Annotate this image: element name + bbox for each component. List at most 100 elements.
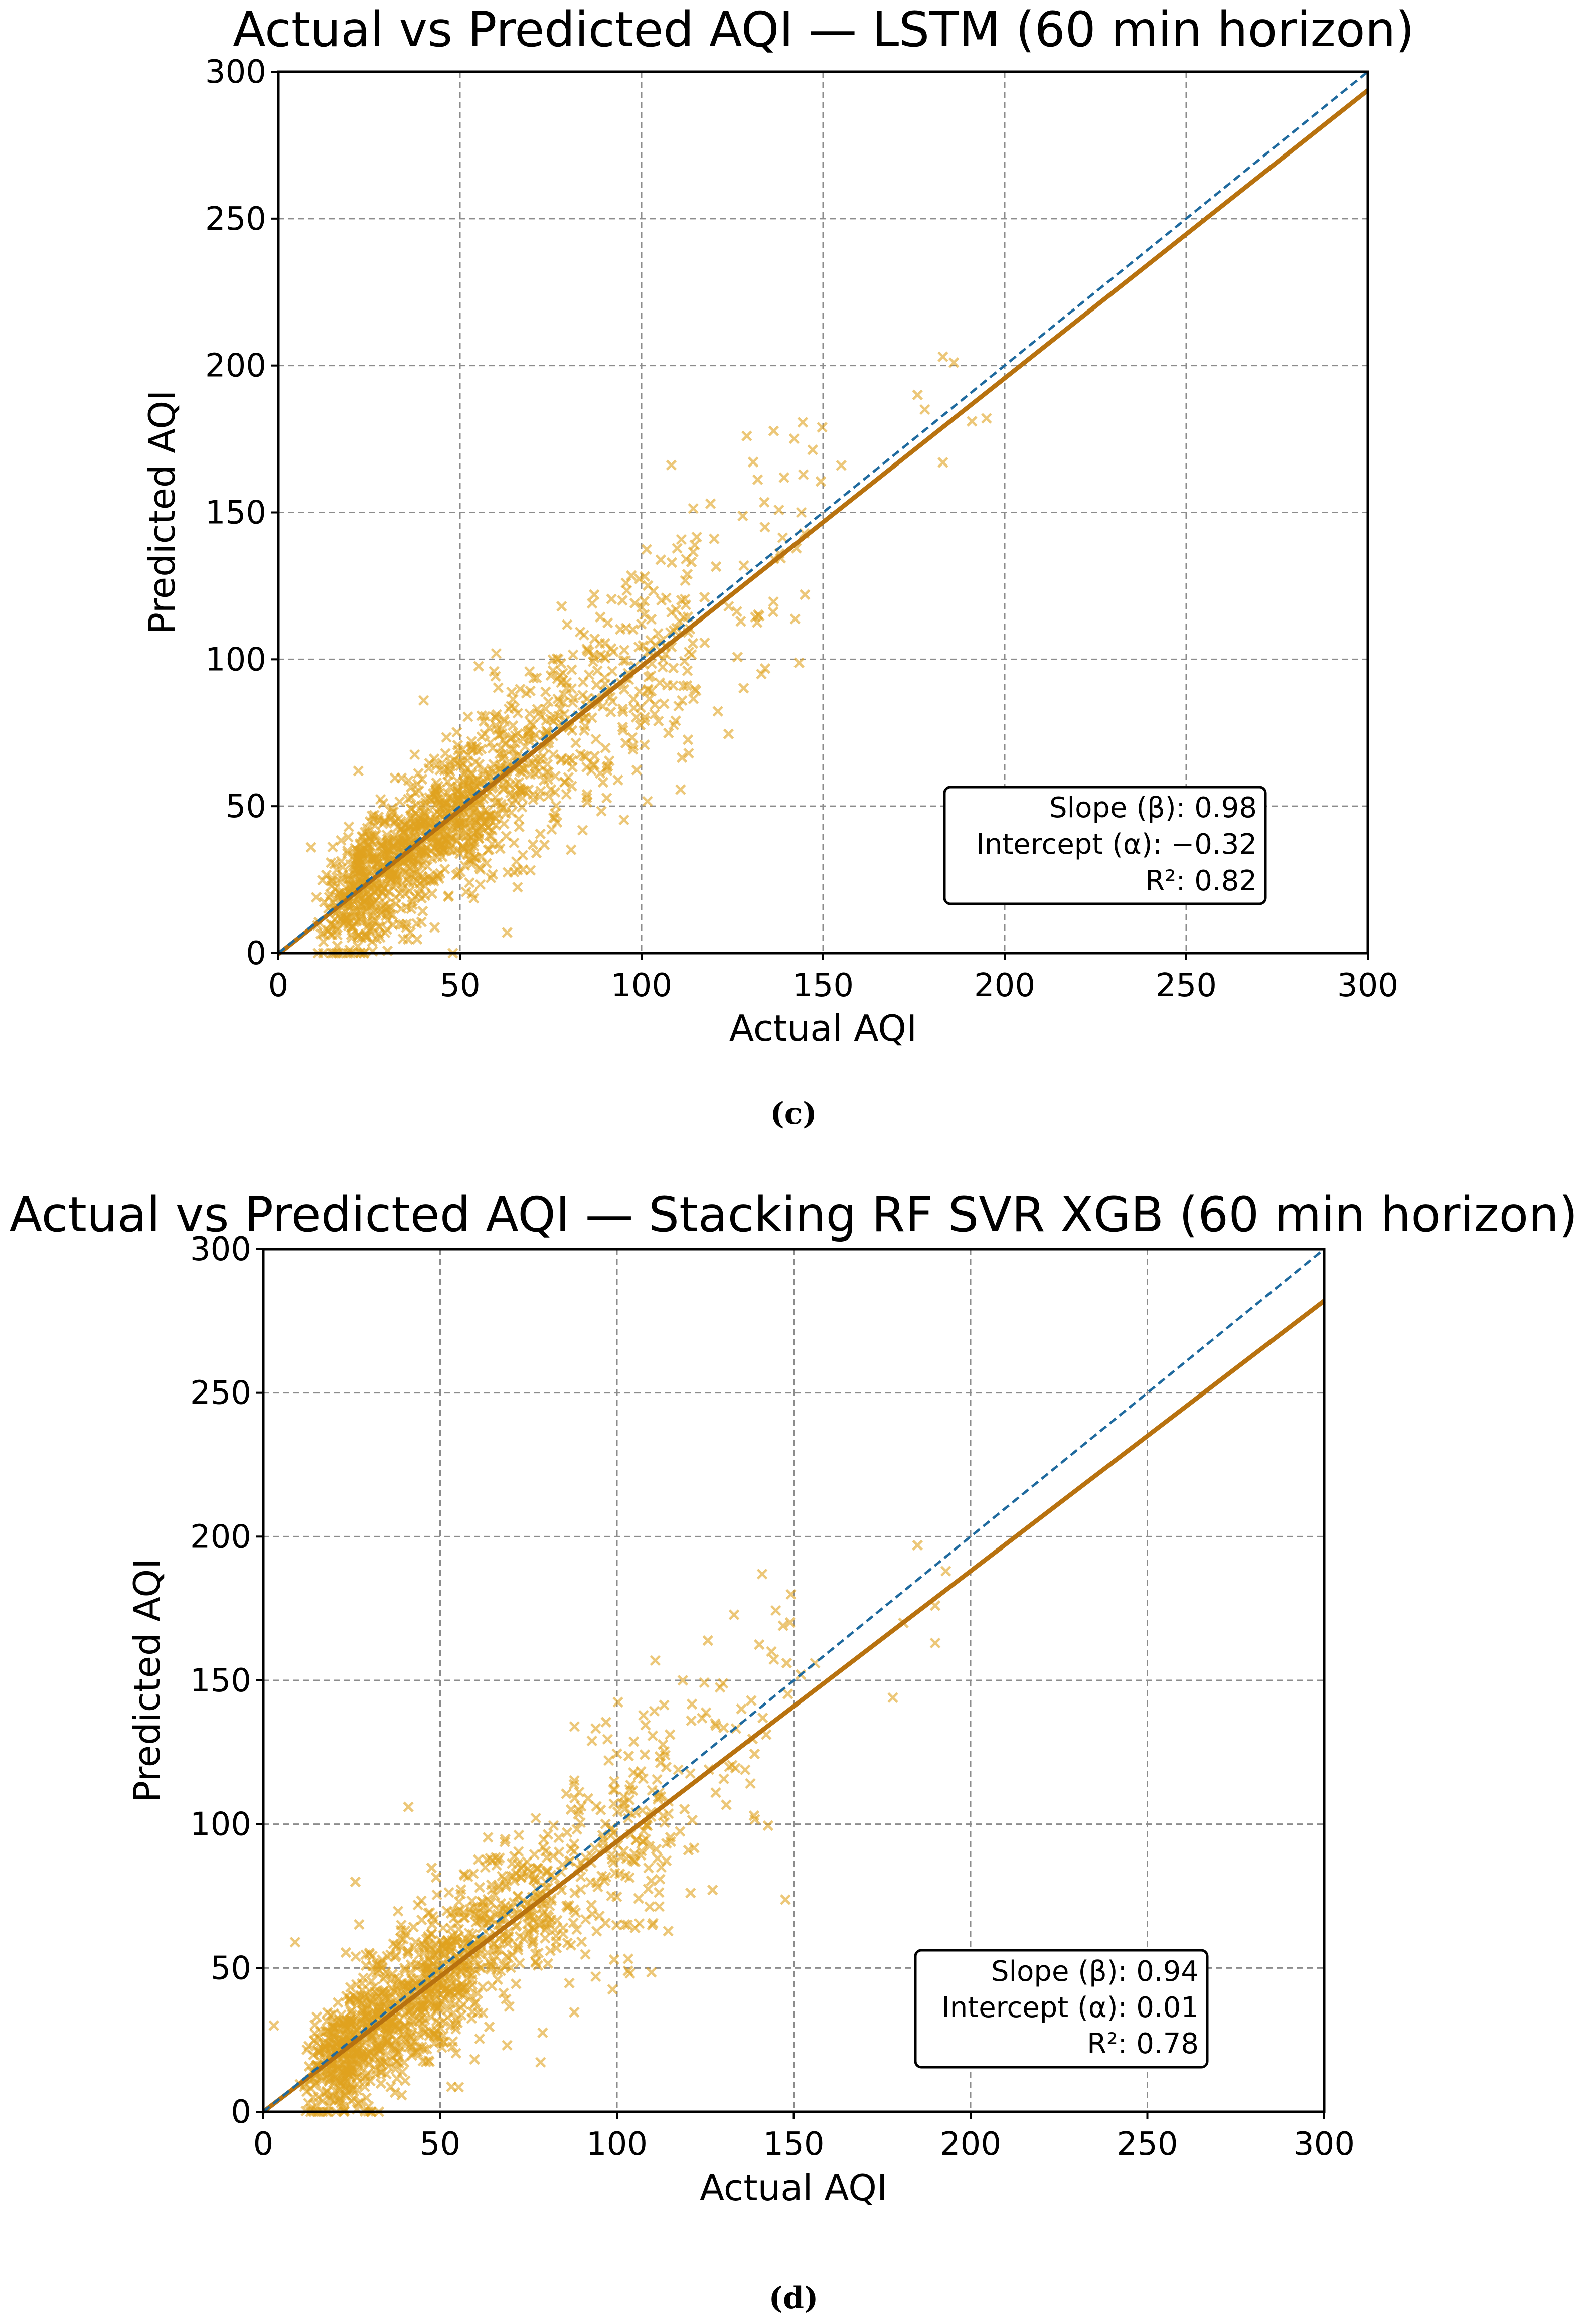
scatter-point — [640, 1720, 651, 1731]
scatter-point — [549, 787, 561, 798]
scatter-point — [369, 820, 381, 831]
scatter-point — [654, 1887, 665, 1898]
scatter-point — [362, 850, 373, 861]
scatter-point — [452, 757, 463, 769]
scatter-point — [509, 1850, 520, 1862]
scatter-point — [608, 1954, 620, 1965]
scatter-point — [529, 1849, 540, 1860]
scatter-point — [404, 821, 416, 832]
scatter-point — [571, 1924, 582, 1935]
scatter-point — [700, 1707, 712, 1718]
scatter-point — [479, 728, 491, 740]
scatter-point — [403, 793, 414, 805]
scatter-point — [505, 733, 516, 744]
scatter-point — [666, 459, 677, 471]
scatter-point — [446, 1978, 457, 1989]
scatter-point — [606, 1849, 617, 1860]
scatter-point — [403, 1946, 414, 1957]
scatter-point — [749, 1814, 760, 1825]
scatter-point — [512, 1891, 523, 1902]
scatter-point — [390, 2044, 401, 2055]
scatter-point — [601, 765, 613, 777]
scatter-point — [345, 873, 356, 885]
fit-lines — [277, 71, 1369, 956]
scatter-point — [327, 873, 338, 884]
scatter-point — [418, 1942, 430, 1953]
scatter-point — [376, 2058, 387, 2070]
scatter-point — [333, 2036, 344, 2047]
scatter-point — [777, 1620, 789, 1631]
scatter-point — [550, 1930, 562, 1942]
scatter-point — [506, 807, 517, 818]
scatter-point — [356, 2047, 368, 2058]
y-tick-label: 100 — [190, 1806, 251, 1843]
scatter-point — [416, 847, 427, 859]
scatter-point — [757, 1712, 768, 1724]
scatter-point — [396, 772, 407, 784]
scatter-point — [466, 1969, 478, 1981]
scatter-point — [525, 865, 536, 876]
x-tick-label: 300 — [1294, 2126, 1355, 2163]
scatter-point — [766, 1646, 777, 1657]
scatter-point — [600, 1818, 611, 1830]
scatter-point — [600, 1918, 611, 1929]
scatter-point — [673, 700, 684, 712]
y-tick-label: 200 — [190, 1518, 251, 1556]
scatter-point — [418, 695, 429, 706]
scatter-point — [473, 828, 485, 839]
scatter-point — [620, 623, 631, 634]
x-tick-label: 300 — [1337, 967, 1398, 1004]
scatter-point — [749, 1748, 760, 1760]
y-tick-label: 200 — [205, 348, 266, 385]
scatter-point — [432, 781, 444, 792]
scatter-point — [454, 848, 465, 859]
scatter-point — [355, 1990, 366, 2001]
scatter-point — [398, 1981, 410, 1992]
scatter-point — [458, 1999, 469, 2010]
scatter-point — [433, 836, 444, 847]
scatter-point — [652, 1774, 663, 1785]
scatter-point — [674, 615, 685, 627]
scatter-point — [559, 777, 570, 788]
scatter-point — [633, 641, 645, 653]
scatter-point — [754, 1639, 765, 1650]
scatter-point — [621, 585, 632, 596]
scatter-point — [424, 1955, 435, 1966]
scatter-point — [699, 591, 710, 603]
scatter-point — [651, 1843, 662, 1855]
scatter-point — [600, 1872, 612, 1883]
scatter-point — [393, 2058, 405, 2069]
scatter-point — [586, 598, 598, 609]
scatter-point — [301, 2086, 312, 2097]
scatter-point — [443, 1887, 454, 1898]
scatter-point — [364, 1985, 376, 1997]
scatter-point — [628, 693, 640, 705]
scatter-point — [516, 786, 527, 797]
scatter-point — [527, 1936, 538, 1947]
scatter-point — [390, 1951, 401, 1963]
scatter-point — [557, 1922, 569, 1934]
scatter-point — [313, 2092, 324, 2103]
scatter-point — [474, 1882, 486, 1893]
scatter-point — [420, 2026, 432, 2038]
scatter-point — [527, 839, 539, 850]
scatter-point — [360, 2012, 371, 2024]
scatter-point — [362, 886, 373, 898]
scatter-point — [495, 1965, 506, 1976]
scatter-point — [656, 636, 667, 647]
scatter-point — [550, 770, 561, 782]
scatter-point — [390, 879, 402, 891]
y-tick-label: 250 — [190, 1375, 251, 1412]
scatter-point — [561, 1788, 572, 1799]
scatter-point — [352, 931, 363, 943]
scatter-point — [472, 2007, 484, 2019]
scatter-point — [678, 680, 689, 692]
scatter-point — [513, 1942, 524, 1953]
stats-intercept: Intercept (α): 0.01 — [941, 1991, 1199, 2024]
scatter-point — [683, 1844, 694, 1856]
scatter-point — [375, 794, 386, 805]
scatter-point — [432, 794, 443, 805]
scatter-point — [402, 1948, 413, 1959]
scatter-point — [589, 750, 600, 761]
